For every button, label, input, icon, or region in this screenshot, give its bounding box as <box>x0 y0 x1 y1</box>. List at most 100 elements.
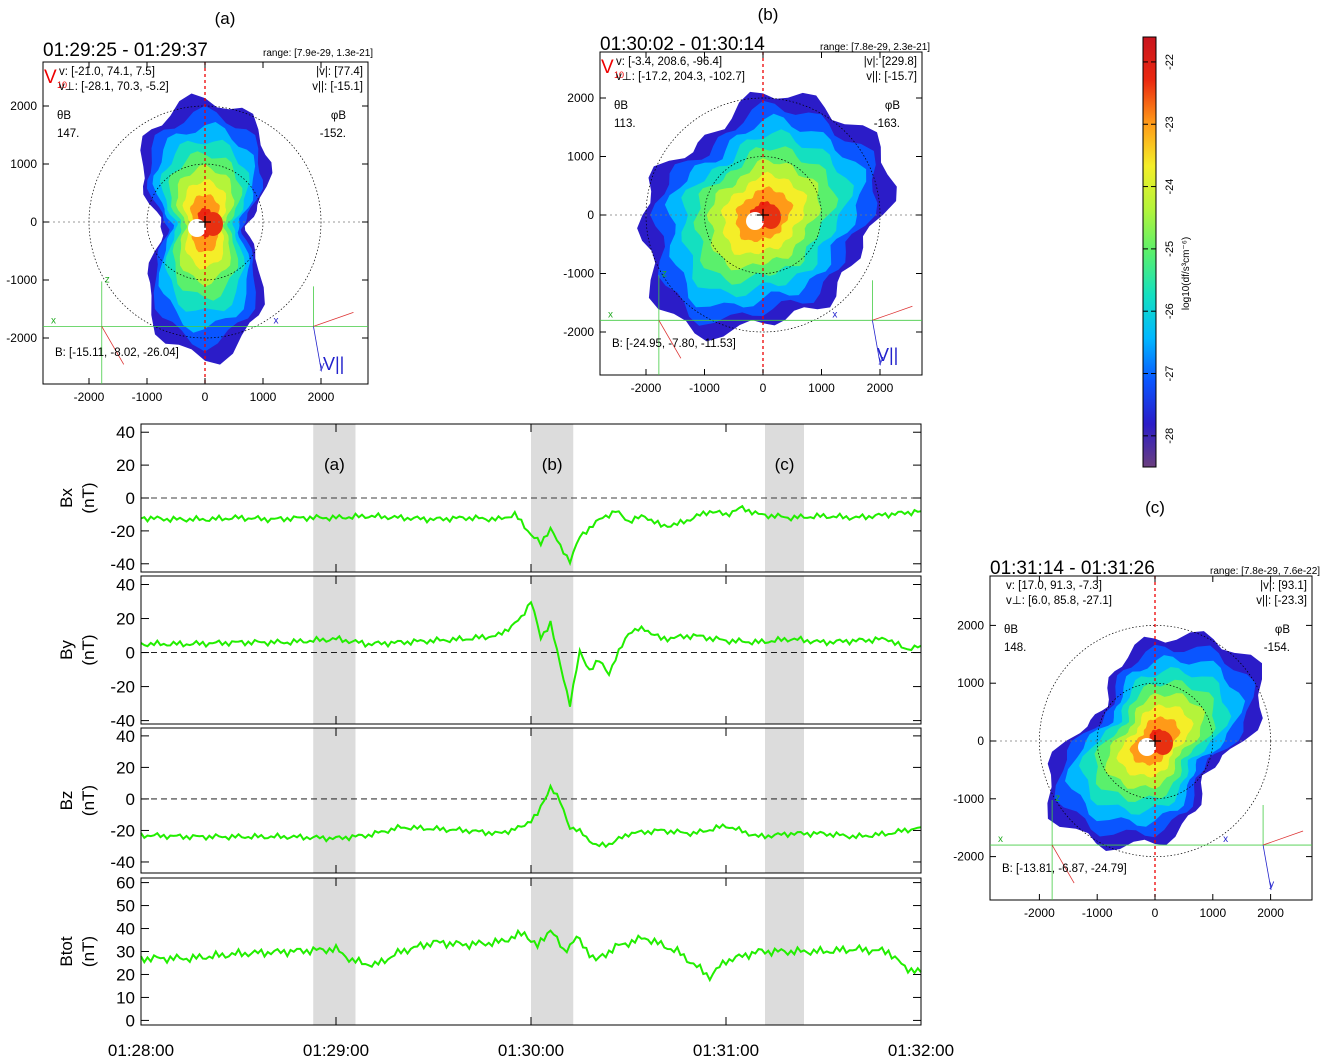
distribution-content: x z x y <box>43 62 368 384</box>
vpar-axis-label: V|| <box>877 345 898 365</box>
y-tick-label: 30 <box>116 943 135 962</box>
vpar-value: v||: [-15.1] <box>312 81 363 93</box>
v-label: V <box>601 57 614 78</box>
vperp-vector: v⊥: [-28.1, 70.3, -5.2] <box>59 81 169 93</box>
distribution-panel: (a) 01:29:25 - 01:29:37 range: [7.9e-29, 1… <box>6 9 373 404</box>
vabs-value: |v|: [93.1] <box>1260 580 1307 592</box>
y-tick-label: 1000 <box>957 676 984 690</box>
highlight-interval <box>313 576 356 724</box>
v-label: V <box>44 67 57 88</box>
time-range-title: 01:29:25 - 01:29:37 <box>43 40 208 61</box>
triad-line <box>1262 830 1304 846</box>
y-tick-label: -20 <box>110 678 135 697</box>
theta-label: θB <box>1004 624 1018 636</box>
triad-line <box>1051 844 1075 884</box>
distribution-panel: (c) 01:31:14 - 01:31:26 range: [7.8e-29, 7… <box>953 498 1320 920</box>
theta-label: θB <box>57 110 71 122</box>
triad-line <box>1262 844 1272 891</box>
y-tick-label: -2000 <box>6 331 37 345</box>
field-series-line <box>140 928 922 983</box>
y-tick-label: 1000 <box>10 157 37 171</box>
axis-y-letter: y <box>878 354 883 365</box>
distribution-content: x z x y <box>990 576 1312 900</box>
y-tick-label: 0 <box>126 1011 135 1030</box>
x-tick-label: -1000 <box>132 390 163 404</box>
axis-z-letter: z <box>1055 793 1060 804</box>
y-tick-label: -2000 <box>953 850 984 864</box>
field-series-line <box>140 504 922 567</box>
triad-line <box>313 326 322 372</box>
y-tick-label: 0 <box>126 489 135 508</box>
y-axis-unit: (nT) <box>79 936 98 967</box>
y-tick-label: -20 <box>110 522 135 541</box>
theta-value: 147. <box>57 128 79 140</box>
x-tick-label: 0 <box>202 390 209 404</box>
b-field-vector: B: [-15.11, -8.02, -26.04] <box>55 347 179 359</box>
colorbar-tick-label: -27 <box>1164 366 1176 382</box>
y-tick-label: 0 <box>126 790 135 809</box>
interval-label: (a) <box>324 455 345 474</box>
vabs-value: |v|: [77.4] <box>316 66 363 78</box>
vabs-value: |v|: [229.8] <box>864 56 917 68</box>
triad-line <box>313 312 354 327</box>
y-tick-label: 20 <box>116 456 135 475</box>
distribution-core <box>1153 731 1173 755</box>
field-panel: 40 20 0 -20 -40 Bx (nT) (a) (b) (c) <box>57 423 922 574</box>
y-tick-label: 40 <box>116 727 135 746</box>
phi-value: -163. <box>874 118 900 130</box>
y-axis-label: Bz <box>57 791 76 811</box>
y-axis-unit: (nT) <box>79 634 98 665</box>
y-tick-label: 0 <box>30 215 37 229</box>
axis-z-letter: z <box>105 274 110 285</box>
y-tick-label: -40 <box>110 853 135 872</box>
triad-line <box>872 305 913 321</box>
time-tick-label: 01:29:00 <box>303 1041 369 1060</box>
axis-y-letter: y <box>1269 879 1274 890</box>
field-panel: 40 20 0 -20 -40 Bz (nT) <box>57 727 922 874</box>
time-range-title: 01:31:14 - 01:31:26 <box>990 558 1155 579</box>
v-vector: v: [-21.0, 74.1, 7.5] <box>59 66 155 78</box>
theta-value: 113. <box>614 118 636 130</box>
x-tick-label: -1000 <box>689 381 720 395</box>
y-tick-label: 10 <box>116 988 135 1007</box>
colorbar-tick-label: -23 <box>1164 116 1176 132</box>
y-tick-label: 40 <box>116 423 135 442</box>
axis-x-letter: x <box>51 315 56 326</box>
y-tick-label: -40 <box>110 555 135 574</box>
highlight-interval <box>531 576 574 724</box>
y-tick-label: 2000 <box>567 91 594 105</box>
x-tick-label: 1000 <box>250 390 277 404</box>
x-tick-label: 0 <box>760 381 767 395</box>
colorbar-bar <box>1142 36 1157 468</box>
axis-x-letter: x <box>832 309 837 320</box>
highlight-interval <box>531 728 574 873</box>
y-tick-label: 20 <box>116 610 135 629</box>
y-tick-label: 1000 <box>567 150 594 164</box>
y-tick-label: 20 <box>116 758 135 777</box>
x-tick-label: 2000 <box>308 390 335 404</box>
distribution-core <box>761 205 781 229</box>
x-tick-label: -2000 <box>631 381 662 395</box>
triad-line <box>872 320 881 366</box>
phi-label: φB <box>331 110 346 122</box>
theta-label: θB <box>614 100 628 112</box>
colorbar: -22 -23 -24 -25 -26 -27 -28 log10(df/s³cm⁻⁶) <box>1142 36 1192 468</box>
time-tick-label: 01:30:00 <box>498 1041 564 1060</box>
y-tick-label: 2000 <box>10 99 37 113</box>
vpar-axis-label: V|| <box>323 354 344 374</box>
v-vector: v: [17.0, 91.3, -7.3] <box>1006 580 1102 592</box>
highlight-interval <box>765 576 804 724</box>
range-text: range: [7.9e-29, 1.3e-21] <box>263 48 373 59</box>
y-tick-label: 0 <box>587 208 594 222</box>
x-tick-label: 1000 <box>1199 906 1226 920</box>
x-tick-label: 2000 <box>1257 906 1284 920</box>
axis-x-letter: x <box>608 309 613 320</box>
v-label-sub: 10 <box>57 80 67 90</box>
y-tick-label: 50 <box>116 897 135 916</box>
b-field-vector: B: [-13.81, -6.87, -24.79] <box>1002 863 1127 875</box>
x-tick-label: -2000 <box>74 390 105 404</box>
colorbar-tick-label: -26 <box>1164 303 1176 319</box>
axis-z-letter: z <box>662 268 667 279</box>
